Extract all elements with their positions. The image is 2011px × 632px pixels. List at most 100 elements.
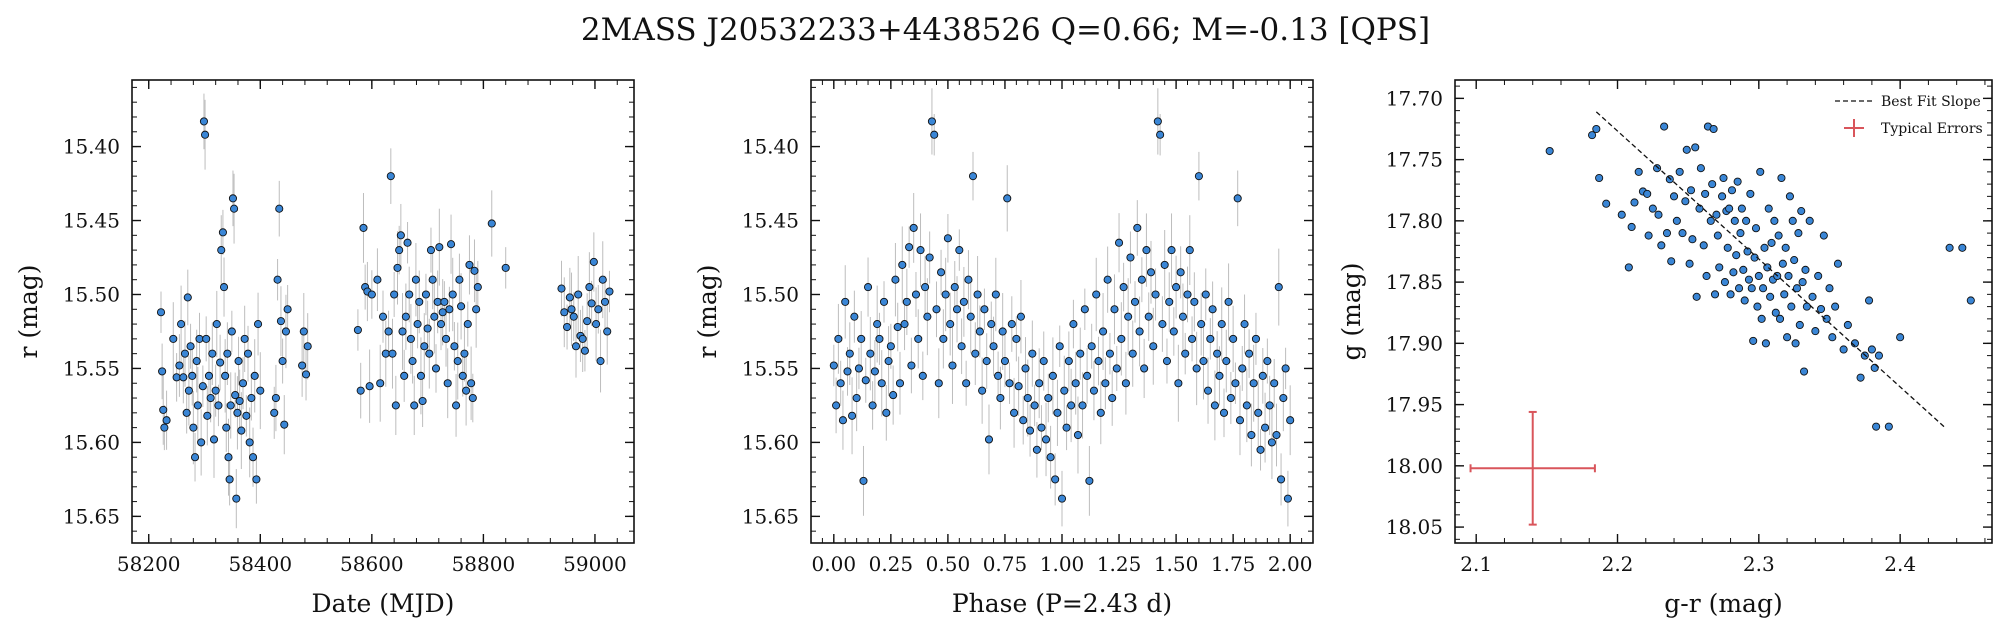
x-tick-label: 0.75 — [983, 552, 1028, 576]
data-point — [275, 204, 284, 213]
data-point — [221, 371, 230, 380]
data-point — [1733, 177, 1742, 186]
data-point — [1277, 475, 1286, 484]
y-axis-label: r (mag) — [693, 264, 722, 358]
data-point — [1872, 422, 1881, 431]
data-point — [1247, 430, 1256, 440]
data-point — [487, 219, 496, 228]
data-point — [1083, 371, 1092, 380]
data-point — [1174, 379, 1183, 388]
data-point — [458, 371, 467, 380]
data-point — [1787, 302, 1796, 311]
data-point — [605, 287, 614, 296]
data-point — [1732, 251, 1741, 260]
x-tick-label: 0.00 — [812, 552, 857, 576]
data-point — [172, 373, 181, 382]
data-point — [911, 290, 921, 299]
data-point — [1747, 284, 1756, 293]
y-tick-label: 15.55 — [742, 356, 799, 380]
data-point — [1176, 268, 1185, 277]
data-point — [1213, 349, 1222, 358]
y-tick-label: 17.75 — [1386, 148, 1443, 172]
data-point — [946, 320, 955, 329]
y-tick-label: 15.45 — [63, 209, 120, 233]
data-point — [1149, 342, 1158, 351]
data-point — [585, 283, 594, 292]
data-point — [1627, 222, 1636, 232]
data-point — [898, 260, 907, 269]
data-point — [301, 370, 311, 379]
data-point — [227, 327, 236, 336]
data-point — [1545, 146, 1554, 156]
data-point — [600, 297, 610, 306]
data-point — [234, 357, 243, 366]
data-point — [1777, 173, 1786, 183]
best-fit-line — [1595, 111, 1946, 429]
data-point — [1256, 445, 1265, 454]
data-point — [303, 342, 312, 351]
data-point — [870, 367, 879, 376]
y-tick-label: 15.50 — [742, 282, 799, 306]
data-point — [1736, 229, 1745, 238]
x-axis-label: g-r (mag) — [1664, 589, 1782, 618]
data-point — [1751, 224, 1761, 233]
data-point — [1617, 210, 1626, 219]
data-point — [1158, 320, 1167, 329]
data-point — [1867, 345, 1876, 354]
data-point — [1167, 246, 1176, 255]
data-point — [353, 325, 362, 335]
data-point — [592, 320, 601, 329]
data-point — [594, 305, 603, 314]
data-point — [400, 371, 409, 380]
data-point — [578, 334, 587, 343]
data-point — [1046, 453, 1055, 462]
data-point — [276, 317, 285, 326]
data-point — [1114, 238, 1124, 247]
data-point — [398, 327, 407, 336]
data-point — [1843, 320, 1852, 330]
data-point — [203, 411, 212, 420]
data-point — [925, 253, 934, 262]
data-point — [1833, 259, 1843, 268]
data-point — [219, 283, 229, 292]
y-tick-label: 17.95 — [1386, 393, 1443, 417]
data-point — [359, 223, 368, 232]
data-point — [1279, 393, 1288, 403]
data-point — [381, 349, 390, 358]
data-point — [1267, 438, 1276, 447]
y-tick-label: 15.40 — [63, 135, 120, 159]
y-tick-label: 18.00 — [1386, 454, 1443, 478]
data-point — [1053, 408, 1062, 417]
color-magnitude-panel: 2.1 2.2 2.3 2.4 17.70 17.75 17.80 17.85 17.90 17.… — [1337, 79, 1993, 618]
data-point — [1958, 243, 1967, 252]
data-point — [1718, 192, 1727, 201]
data-point — [1133, 223, 1142, 232]
x-tick-label: 1.25 — [1097, 552, 1142, 576]
data-point — [832, 401, 841, 410]
data-point — [160, 423, 169, 432]
data-point — [1808, 292, 1817, 301]
data-point — [395, 246, 404, 255]
data-point — [1713, 231, 1722, 240]
data-point — [1286, 416, 1295, 425]
data-point — [1792, 284, 1802, 293]
data-point — [1739, 265, 1748, 274]
data-point — [834, 334, 843, 343]
data-point — [1199, 357, 1208, 366]
data-point — [1669, 192, 1679, 201]
data-point — [1026, 426, 1035, 435]
data-point — [463, 320, 472, 329]
data-point — [1067, 401, 1076, 410]
data-point — [1178, 312, 1187, 321]
data-point — [224, 453, 233, 462]
data-point — [247, 393, 256, 403]
data-point — [567, 305, 576, 314]
data-point — [1672, 216, 1681, 225]
data-point — [1675, 167, 1684, 176]
data-point — [420, 342, 429, 351]
data-point — [1197, 320, 1206, 329]
x-tick-label: 58400 — [228, 552, 292, 576]
y-tick-label: 15.60 — [63, 430, 120, 454]
data-point — [982, 357, 991, 366]
data-point — [1233, 194, 1242, 203]
